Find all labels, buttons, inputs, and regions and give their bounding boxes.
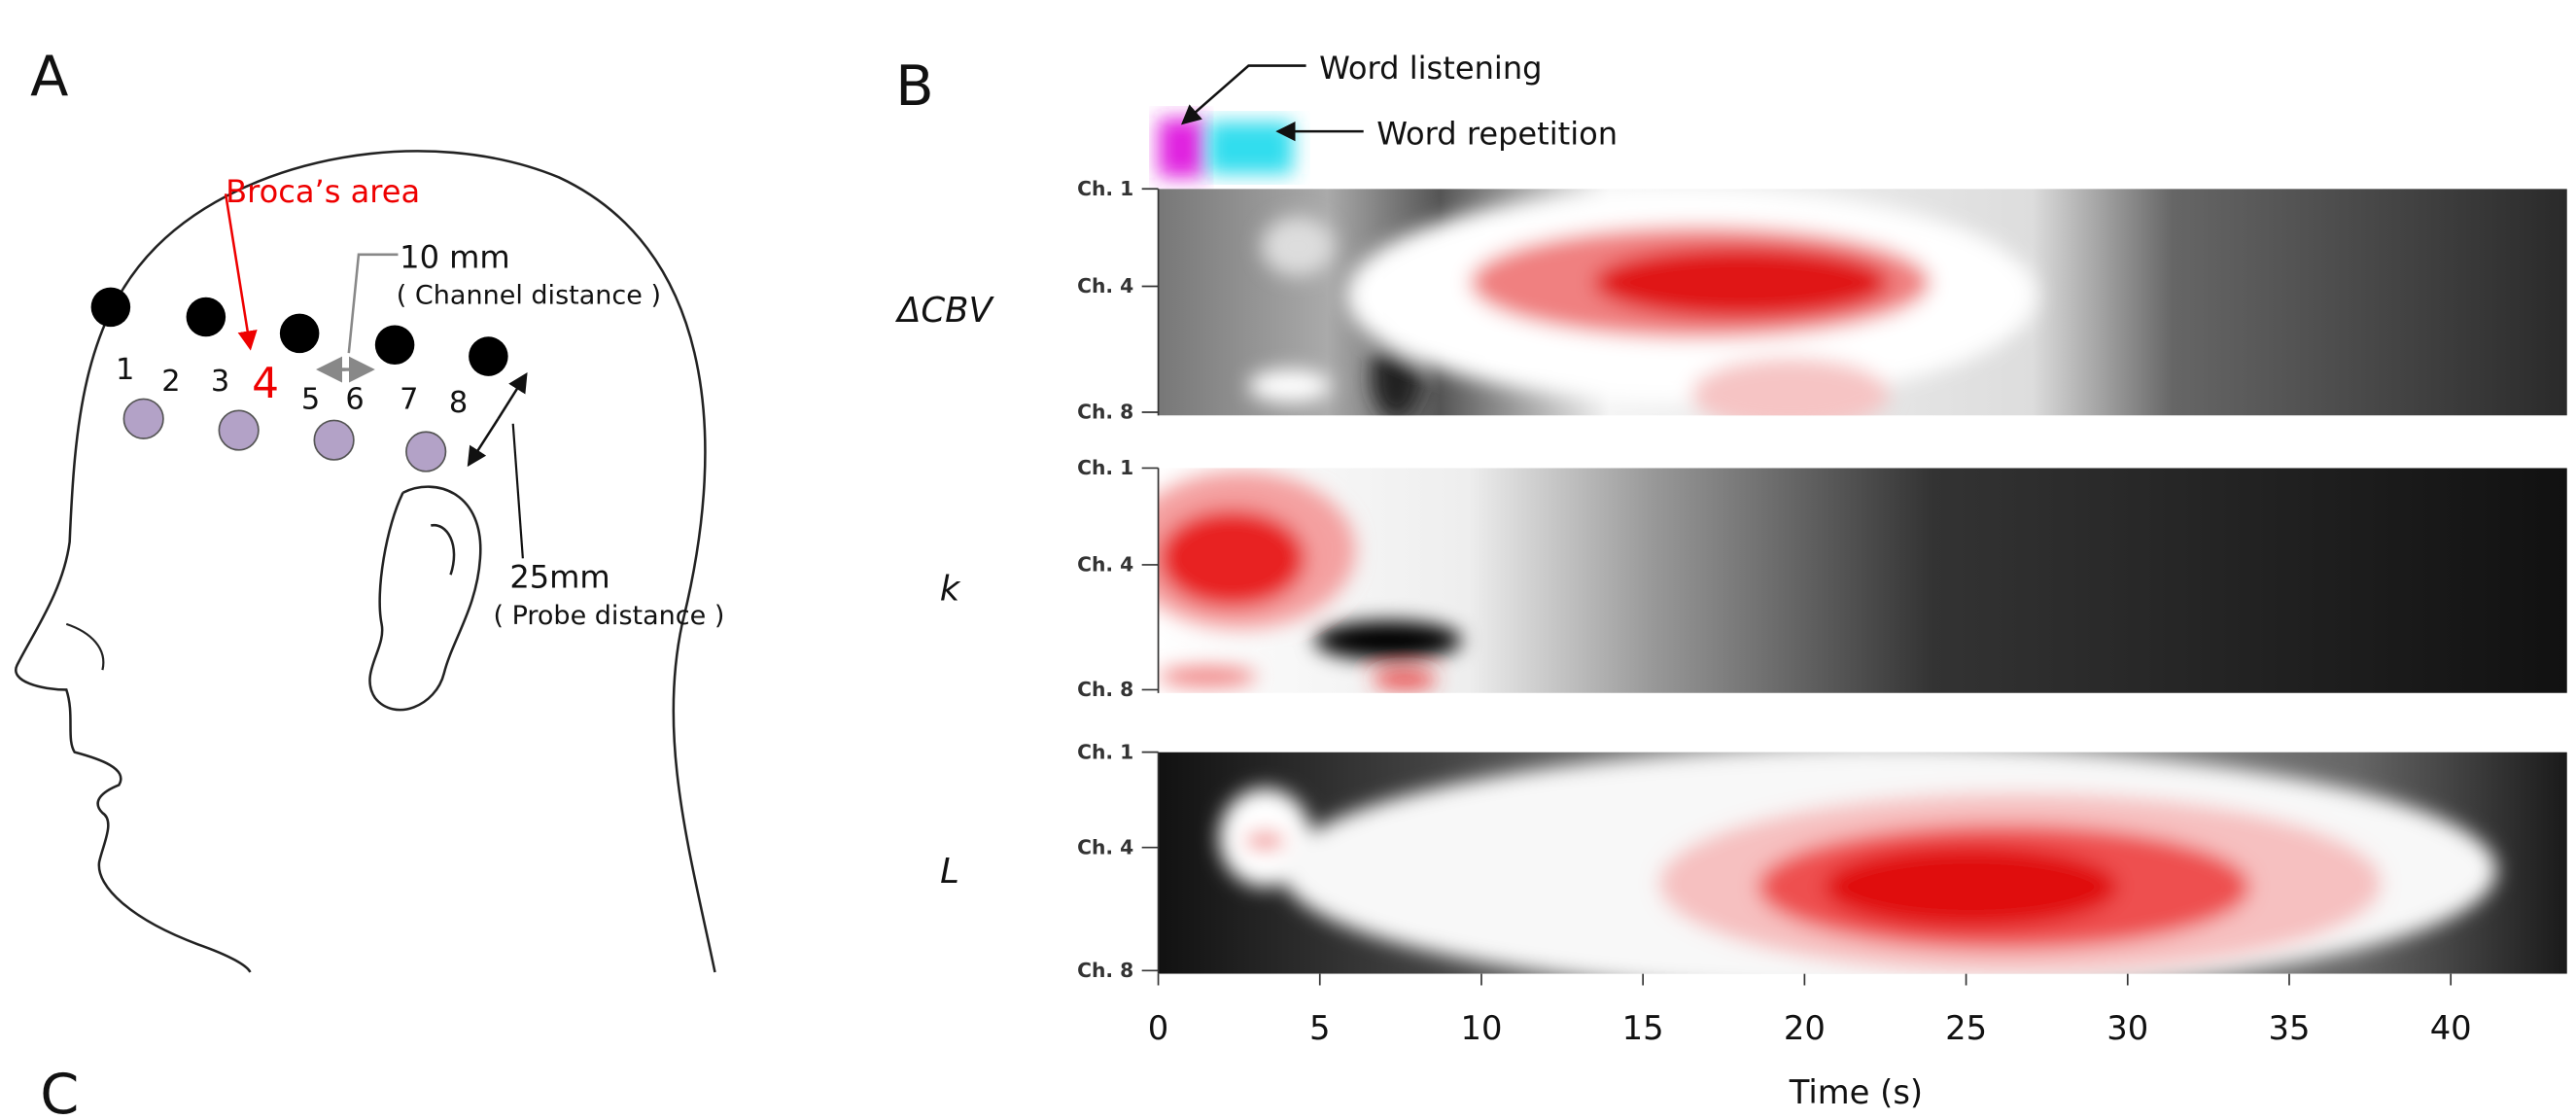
probe-distance: 25mm <box>509 559 609 596</box>
head-outline <box>15 150 716 973</box>
heatmap <box>1158 189 2567 416</box>
broca-arrow <box>224 193 258 351</box>
channel-tick-label: Ch. 1 <box>1077 177 1133 200</box>
stimulus-legend <box>1158 118 1294 178</box>
x-tick-label: 35 <box>2268 1009 2310 1047</box>
legend-arrow <box>1180 64 1306 125</box>
broca-label: Broca’s area <box>226 173 420 210</box>
channel-tick-label: Ch. 1 <box>1077 456 1133 479</box>
channel-number: 5 <box>301 383 320 417</box>
probe-arrow <box>467 418 500 468</box>
row-label: ΔCBV <box>894 291 994 331</box>
x-tick-label: 10 <box>1460 1009 1502 1047</box>
electrodes <box>90 287 508 472</box>
panel-label: B <box>895 53 933 119</box>
channel-number: 8 <box>449 386 468 420</box>
eye <box>65 622 105 671</box>
probe-distance-note: ( Probe distance ) <box>493 601 724 631</box>
channel-tick-label: Ch. 4 <box>1077 553 1133 577</box>
row-label: L <box>940 852 959 892</box>
legend-label: Word repetition <box>1376 116 1618 153</box>
x-axis-label: Time (s) <box>1789 1073 1923 1111</box>
channel-number: 2 <box>161 365 180 399</box>
channel-number: 4 <box>252 359 279 408</box>
channel-number: 1 <box>116 353 134 387</box>
ear <box>368 485 482 712</box>
channel-number: 7 <box>400 383 418 417</box>
channel-distance-note: ( Channel distance ) <box>397 280 661 310</box>
x-tick-label: 5 <box>1309 1009 1330 1047</box>
probe-arrow <box>497 371 528 420</box>
x-tick-label: 40 <box>2430 1009 2472 1047</box>
leader <box>347 253 399 354</box>
channel-tick-label: Ch. 1 <box>1077 740 1133 763</box>
x-tick-label: 15 <box>1622 1009 1664 1047</box>
channel-tick-label: Ch. 8 <box>1077 959 1133 982</box>
row-label: k <box>940 569 961 609</box>
x-tick-label: 0 <box>1148 1009 1168 1047</box>
panel-label: C <box>40 1062 79 1120</box>
channel-tick-label: Ch. 8 <box>1077 401 1133 424</box>
channel-distance: 10 mm <box>400 238 510 275</box>
legend-label: Word listening <box>1319 50 1542 87</box>
channel-number: 6 <box>345 383 364 417</box>
channel-tick-label: Ch. 8 <box>1077 678 1133 701</box>
panel-label: A <box>30 44 68 109</box>
heatmap <box>1158 468 2567 693</box>
channel-tick-label: Ch. 4 <box>1077 274 1133 298</box>
x-tick-label: 30 <box>2106 1009 2148 1047</box>
channel-tick-label: Ch. 4 <box>1077 835 1133 858</box>
leader <box>511 423 524 559</box>
x-tick-label: 25 <box>1945 1009 1987 1047</box>
heatmap <box>1158 752 2567 974</box>
channel-number: 3 <box>211 365 229 399</box>
x-tick-label: 20 <box>1784 1009 1826 1047</box>
